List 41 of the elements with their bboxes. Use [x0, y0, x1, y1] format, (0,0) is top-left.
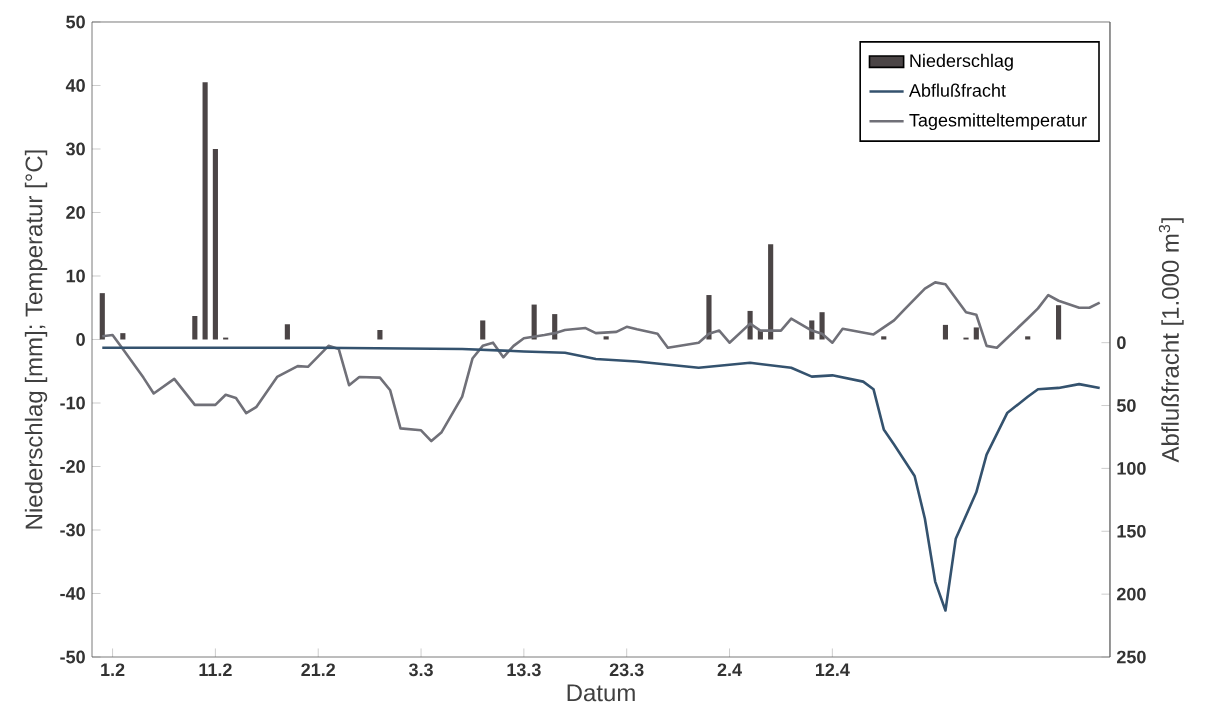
y-tick-label: -40: [60, 587, 85, 600]
y-axis-title: Niederschlag [mm]; Temperatur [°C]: [24, 150, 48, 529]
bar: [284, 324, 290, 340]
x-tick-label: 2.4: [717, 663, 742, 676]
x-tick-label: 13.3: [507, 663, 541, 677]
x-axis-title: Datum: [567, 684, 635, 702]
y-tick-label: 40: [65, 79, 85, 92]
y2-tick-label: 250: [1117, 650, 1146, 664]
bar: [768, 244, 774, 340]
y2-axis-title: Abflußfracht [1.000 m$^{3}$]: [1158, 218, 1184, 463]
y-tick-label: 50: [66, 15, 85, 29]
y-tick-label: 30: [65, 142, 85, 156]
x-tick-label: 3.3: [408, 663, 433, 677]
bar: [881, 336, 887, 340]
y2-tick-label: 50: [1116, 399, 1136, 412]
y-tick-label: 0: [76, 333, 85, 346]
bar: [942, 324, 949, 340]
bar: [202, 82, 208, 340]
x-tick-label: 11.2: [199, 663, 232, 676]
y-tick-label: -10: [60, 396, 85, 410]
y-tick-label: -20: [60, 460, 85, 473]
y2-tick-label: 100: [1117, 462, 1146, 475]
x-tick-label: 23.3: [609, 663, 644, 677]
y-tick-label: 20: [66, 206, 85, 219]
y-tick-label: -50: [60, 650, 85, 664]
y-tick-label: -30: [60, 523, 85, 537]
y2-tick-label: 200: [1117, 587, 1146, 601]
bar: [99, 293, 105, 340]
y-tick-label: 10: [66, 269, 85, 283]
x-tick-label: 21.2: [301, 663, 336, 676]
y2-tick-label: 0: [1117, 336, 1126, 350]
legend-label: Tagesmitteltemperatur: [909, 113, 1087, 131]
bar: [973, 327, 979, 340]
bar: [120, 333, 126, 340]
y2-tick-label: 150: [1117, 524, 1146, 538]
legend-label: Abflußfracht: [908, 83, 1006, 97]
legend-label: Niederschlag: [910, 53, 1013, 71]
bar: [192, 316, 198, 340]
x-tick-label: 12.4: [815, 663, 850, 676]
bar: [212, 148, 218, 340]
x-tick-label: 1.2: [101, 663, 125, 676]
